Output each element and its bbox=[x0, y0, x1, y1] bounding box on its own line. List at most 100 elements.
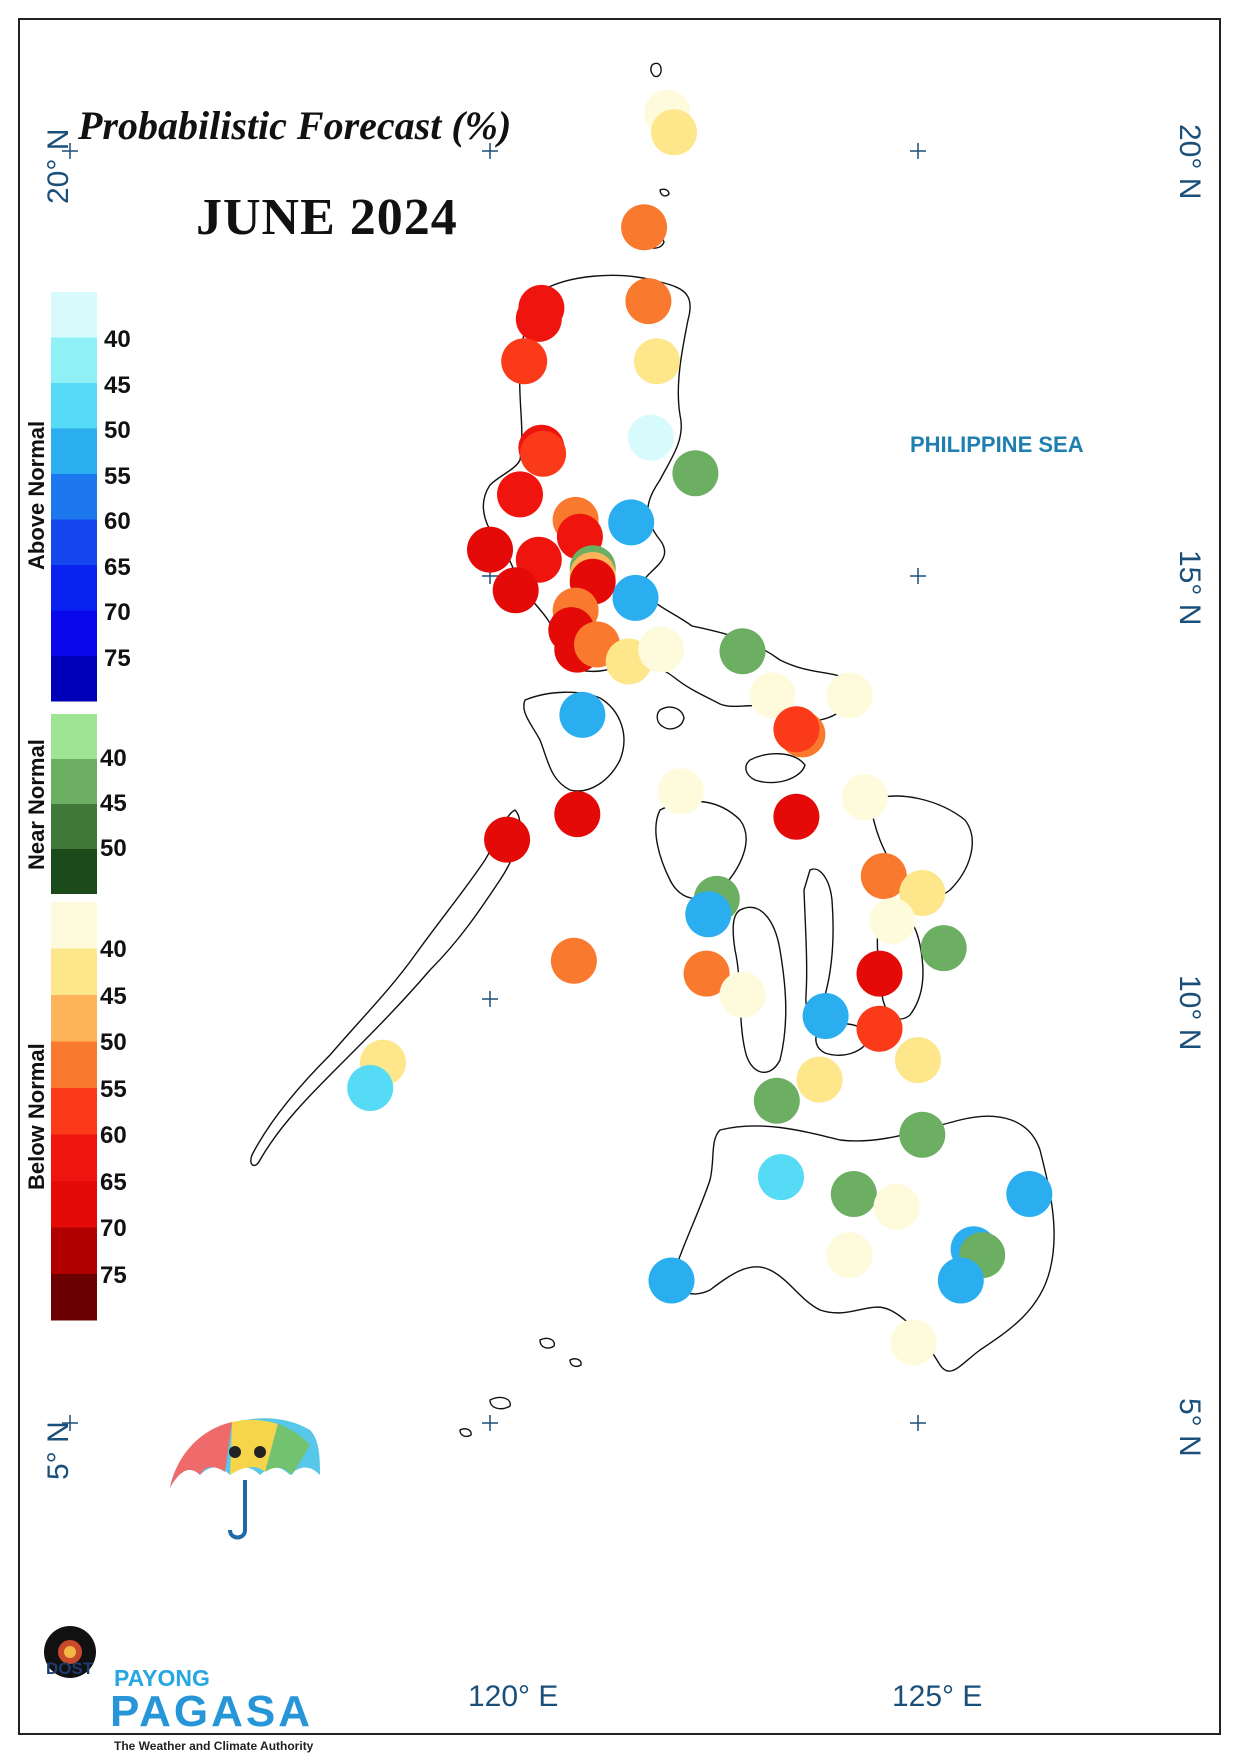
forecast-point-above-normal bbox=[685, 891, 732, 938]
forecast-point-below-normal bbox=[621, 204, 668, 251]
forecast-point-below-normal bbox=[869, 898, 916, 944]
lat-label-right-20: 20° N bbox=[1173, 124, 1206, 200]
legend-tick-above: 60 bbox=[104, 508, 131, 535]
legend-tick-above: 45 bbox=[104, 371, 131, 399]
legend-tick-below: 70 bbox=[100, 1215, 127, 1242]
legend-tick-near: 50 bbox=[100, 835, 127, 862]
forecast-point-below-normal bbox=[796, 1056, 843, 1103]
lon-label-120: 120° E bbox=[468, 1680, 559, 1713]
legend-near-normal-bar bbox=[51, 714, 97, 894]
dost-logo-icon bbox=[44, 1626, 96, 1678]
forecast-point-below-normal bbox=[497, 471, 543, 518]
grid-cross bbox=[482, 1415, 498, 1431]
forecast-point-below-normal bbox=[899, 870, 946, 916]
legend-title-below: Below Normal bbox=[24, 1043, 49, 1190]
logo-pagasa-text: PAGASA bbox=[110, 1687, 313, 1736]
legend-title-above: Above Normal bbox=[24, 420, 49, 570]
grid-cross bbox=[910, 143, 926, 159]
forecast-point-below-normal bbox=[554, 791, 601, 838]
forecast-map bbox=[44, 62, 1055, 1678]
forecast-point-below-normal bbox=[515, 295, 562, 342]
coastline bbox=[250, 62, 1055, 1438]
logo-payong-text: PAYONG bbox=[114, 1665, 210, 1691]
forecast-point-above-normal bbox=[608, 499, 655, 546]
umbrella-eye bbox=[229, 1446, 241, 1458]
island-negros bbox=[732, 906, 787, 1073]
forecast-point-below-normal bbox=[633, 338, 680, 385]
legend-swatch-below bbox=[51, 1088, 97, 1135]
legend-tick-below: 65 bbox=[100, 1168, 127, 1196]
legend-swatch-below bbox=[51, 1041, 97, 1088]
legend-swatch-above bbox=[51, 610, 97, 656]
forecast-point-above-normal bbox=[802, 993, 849, 1039]
legend-tick-below: 40 bbox=[100, 936, 127, 963]
forecast-point-above-normal bbox=[648, 1257, 695, 1304]
forecast-point-below-normal bbox=[638, 626, 685, 673]
forecast-point-near-normal bbox=[899, 1111, 946, 1158]
legend-swatch-below bbox=[51, 1274, 97, 1321]
forecast-point-above-normal bbox=[612, 574, 659, 621]
island-masbate bbox=[745, 753, 806, 784]
forecast-point-below-normal bbox=[873, 1183, 920, 1230]
legend-tick-below: 60 bbox=[100, 1122, 127, 1149]
umbrella-canopy-green bbox=[265, 1424, 310, 1475]
legend-tick-below: 75 bbox=[100, 1261, 127, 1289]
forecast-point-below-normal bbox=[683, 950, 730, 997]
legend-swatch-above bbox=[51, 656, 97, 702]
legend-tick-near: 40 bbox=[100, 745, 127, 772]
forecast-point-above-normal bbox=[758, 1154, 804, 1201]
lat-label-right-10: 10° N bbox=[1173, 975, 1206, 1051]
forecast-point-below-normal bbox=[749, 672, 796, 719]
legend-tick-below: 45 bbox=[100, 982, 127, 1010]
forecast-point-above-normal bbox=[627, 414, 674, 461]
forecast-point-below-normal bbox=[625, 278, 672, 325]
logo-tagline: The Weather and Climate Authority bbox=[114, 1739, 314, 1753]
island-batanes bbox=[650, 62, 662, 78]
map-frame: Probabilistic Forecast (%) JUNE 2024 PHI… bbox=[18, 18, 1221, 1753]
legend-below-normal-bar bbox=[51, 902, 97, 1321]
forecast-point-below-normal bbox=[856, 1005, 903, 1052]
grid-cross bbox=[910, 568, 926, 584]
legend-tick-below: 55 bbox=[100, 1075, 127, 1103]
umbrella-canopy-yellow bbox=[230, 1419, 278, 1475]
map-title: Probabilistic Forecast (%) bbox=[78, 103, 512, 148]
forecast-point-below-normal bbox=[773, 706, 820, 753]
forecast-point-near-normal bbox=[830, 1171, 877, 1217]
forecast-point-below-normal bbox=[773, 793, 820, 840]
umbrella-icon bbox=[170, 1418, 320, 1540]
legend-swatch-below bbox=[51, 948, 97, 995]
legend-swatch-near bbox=[51, 804, 97, 849]
forecast-point-below-normal bbox=[501, 338, 548, 385]
forecast-point-below-normal bbox=[651, 109, 697, 156]
map-subtitle: JUNE 2024 bbox=[196, 189, 458, 246]
lat-label-right-15: 15° N bbox=[1173, 550, 1206, 626]
lat-label-left-5: 5° N bbox=[42, 1421, 75, 1480]
legend-swatch-above bbox=[51, 337, 97, 383]
legend-swatch-below bbox=[51, 1134, 97, 1181]
sea-label: PHILIPPINE SEA bbox=[910, 432, 1084, 457]
forecast-point-below-normal bbox=[719, 971, 766, 1018]
grid-cross bbox=[62, 1415, 78, 1431]
lat-label-left-20: 20° N bbox=[42, 128, 75, 204]
legend-swatch-below bbox=[51, 1181, 97, 1228]
legend-swatch-below bbox=[51, 902, 97, 949]
legend-swatch-above bbox=[51, 383, 97, 429]
island-cebu bbox=[803, 868, 834, 1016]
legend-above-normal-bar bbox=[51, 292, 97, 702]
island-sulu bbox=[459, 1337, 582, 1438]
forecast-point-near-normal bbox=[753, 1077, 800, 1124]
forecast-point-near-normal bbox=[920, 925, 967, 972]
legend-tick-above: 75 bbox=[104, 644, 131, 672]
umbrella-handle bbox=[228, 1480, 247, 1540]
forecast-point-below-normal bbox=[484, 816, 531, 863]
forecast-point-below-normal bbox=[826, 1232, 873, 1279]
forecast-point-above-normal bbox=[1006, 1171, 1053, 1217]
island-marinduque bbox=[656, 706, 685, 730]
umbrella-canopy-red bbox=[170, 1422, 232, 1488]
forecast-points bbox=[347, 89, 1053, 1366]
logo-dost-text: DOST bbox=[46, 1659, 94, 1678]
legend-swatch-above bbox=[51, 428, 97, 474]
forecast-point-below-normal bbox=[657, 768, 704, 815]
forecast-point-below-normal bbox=[492, 567, 539, 614]
forecast-point-below-normal bbox=[550, 937, 597, 984]
